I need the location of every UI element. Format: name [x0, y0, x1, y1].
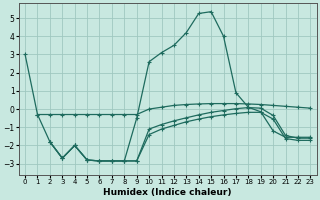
- X-axis label: Humidex (Indice chaleur): Humidex (Indice chaleur): [103, 188, 232, 197]
